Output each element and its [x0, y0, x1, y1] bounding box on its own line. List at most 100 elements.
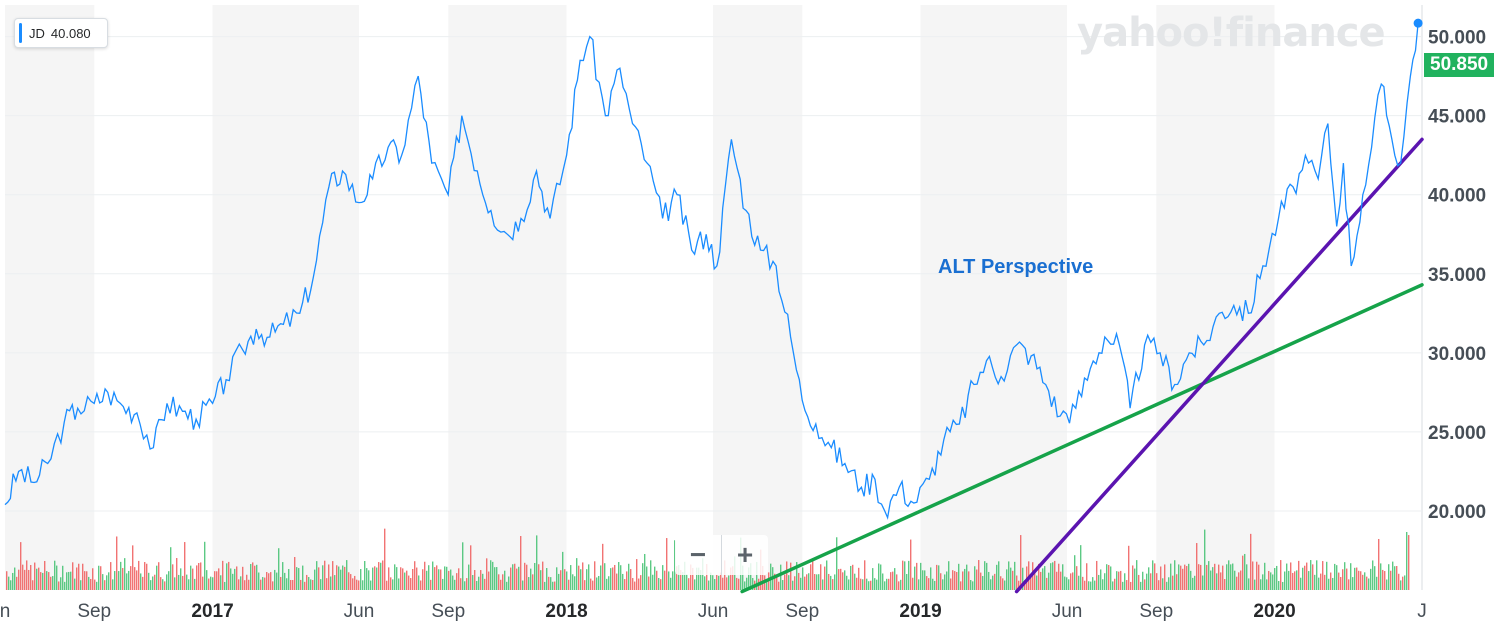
volume-bar [870, 580, 872, 590]
volume-bar [1084, 580, 1086, 590]
volume-bar [216, 571, 218, 590]
volume-bar [464, 581, 466, 590]
volume-bar [452, 575, 454, 590]
volume-bar [1388, 564, 1390, 590]
volume-bar [898, 581, 900, 590]
volume-bar [628, 563, 630, 590]
volume-bar [68, 571, 70, 590]
x-tick-label: Jun [344, 601, 375, 622]
volume-bar [324, 560, 326, 590]
volume-bar [1048, 572, 1050, 590]
volume-bar [668, 571, 670, 590]
volume-bar [156, 565, 158, 590]
volume-bar [992, 575, 994, 590]
volume-bar [1350, 563, 1352, 590]
volume-bar [1126, 580, 1128, 590]
volume-bar [1366, 576, 1368, 590]
volume-bar [188, 579, 190, 590]
volume-bar [1376, 576, 1378, 590]
volume-bar [1362, 574, 1364, 590]
volume-bar [370, 580, 372, 590]
volume-bar [1128, 545, 1130, 590]
volume-bar [64, 581, 66, 590]
volume-bar [266, 572, 268, 590]
volume-bar [340, 569, 342, 590]
volume-bar [224, 581, 226, 590]
volume-bar [636, 559, 638, 590]
volume-bar [896, 574, 898, 590]
volume-bar [642, 563, 644, 590]
volume-bar [940, 573, 942, 590]
volume-bar [1008, 561, 1010, 590]
volume-bar [260, 579, 262, 590]
volume-bar [838, 569, 840, 590]
volume-bar [634, 581, 636, 590]
volume-bar [1338, 572, 1340, 590]
volume-bar [190, 565, 192, 590]
volume-bar [792, 580, 794, 590]
volume-bar [1152, 560, 1154, 590]
volume-bar [1086, 563, 1088, 590]
volume-bar [662, 565, 664, 590]
volume-bar [72, 562, 74, 590]
volume-bar [294, 557, 296, 590]
volume-bar [58, 581, 60, 590]
volume-bar [1248, 578, 1250, 590]
volume-bar [1292, 572, 1294, 590]
volume-bar [8, 576, 10, 590]
volume-bar [1258, 564, 1260, 590]
volume-bar [538, 564, 540, 590]
volume-bar [332, 561, 334, 590]
volume-bar [1370, 568, 1372, 590]
volume-bar [856, 577, 858, 590]
volume-bar [96, 581, 98, 590]
volume-bar [788, 575, 790, 590]
volume-bar [676, 566, 678, 590]
volume-bar [570, 565, 572, 590]
volume-bar [348, 572, 350, 590]
volume-bar [414, 561, 416, 590]
x-tick-label: Sep [77, 601, 111, 622]
period-band [920, 5, 1068, 590]
volume-bar [432, 561, 434, 590]
volume-bar [446, 566, 448, 590]
volume-bar [358, 580, 360, 590]
volume-bar [418, 575, 420, 590]
volume-bar [818, 574, 820, 590]
volume-bar [330, 576, 332, 590]
volume-bar [434, 567, 436, 590]
volume-bar [1318, 577, 1320, 590]
volume-bar [928, 578, 930, 590]
volume-bar [1408, 535, 1410, 590]
volume-bar [1254, 579, 1256, 590]
volume-bar [592, 580, 594, 590]
volume-bar [1192, 577, 1194, 590]
volume-bar [1116, 571, 1118, 590]
volume-bar [1252, 561, 1254, 590]
volume-bar [1040, 571, 1042, 590]
volume-bar [1346, 568, 1348, 590]
volume-bar [848, 579, 850, 590]
volume-bar [1080, 545, 1082, 590]
volume-bar [1038, 563, 1040, 590]
volume-bar [1124, 573, 1126, 590]
volume-bar [1200, 564, 1202, 590]
volume-bar [1078, 575, 1080, 590]
volume-bar [238, 579, 240, 590]
volume-bar [10, 580, 12, 590]
volume-bar [492, 561, 494, 590]
volume-bar [74, 578, 76, 590]
volume-bar [292, 580, 294, 590]
legend-symbol[interactable]: JD 40.080 [14, 18, 108, 48]
volume-bar [1398, 573, 1400, 590]
zoom-out-button[interactable]: − [675, 535, 722, 575]
volume-bar [100, 566, 102, 590]
volume-bar [398, 578, 400, 590]
zoom-in-button[interactable]: + [736, 539, 754, 570]
volume-bar [532, 574, 534, 590]
volume-bar [184, 542, 186, 590]
volume-bar [1150, 573, 1152, 590]
volume-bar [1216, 573, 1218, 590]
volume-bar [526, 564, 528, 590]
volume-bar [930, 567, 932, 590]
